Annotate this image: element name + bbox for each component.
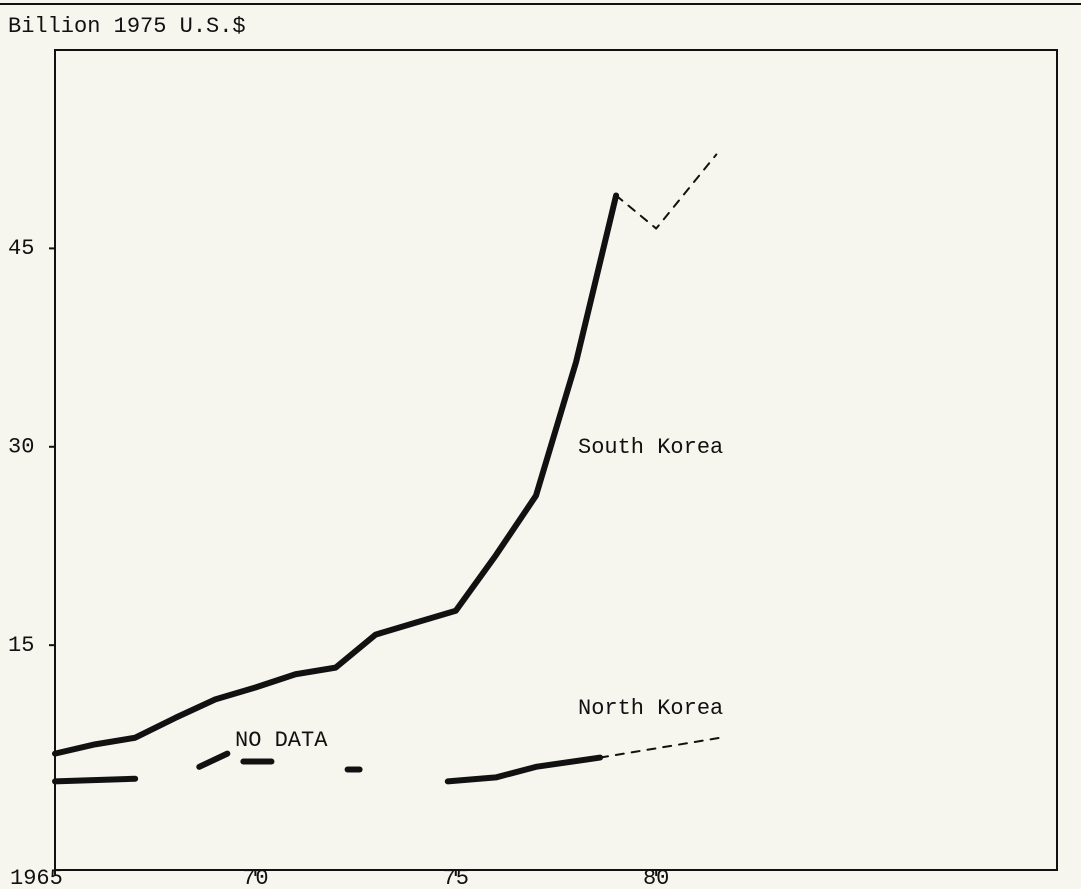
x-tick-label: 80 — [643, 866, 669, 889]
line — [52, 775, 139, 785]
x-tick-label: 70 — [242, 866, 268, 889]
y-tick-label: 30 — [8, 435, 34, 460]
x-tick-label: 75 — [443, 866, 469, 889]
line — [196, 750, 231, 770]
line — [444, 754, 604, 785]
y-axis-label: Billion 1975 U.S.$ — [8, 14, 246, 39]
line — [52, 192, 620, 757]
series-label: South Korea — [578, 435, 723, 460]
y-tick-label: 45 — [8, 236, 34, 261]
line-projected — [599, 736, 722, 759]
plot-frame — [54, 49, 1058, 871]
y-tick-label: 15 — [8, 633, 34, 658]
line-projected — [615, 153, 718, 230]
annotation: NO DATA — [235, 728, 328, 753]
x-tick-label: 1965 — [10, 866, 63, 889]
series-label: North Korea — [578, 696, 723, 721]
